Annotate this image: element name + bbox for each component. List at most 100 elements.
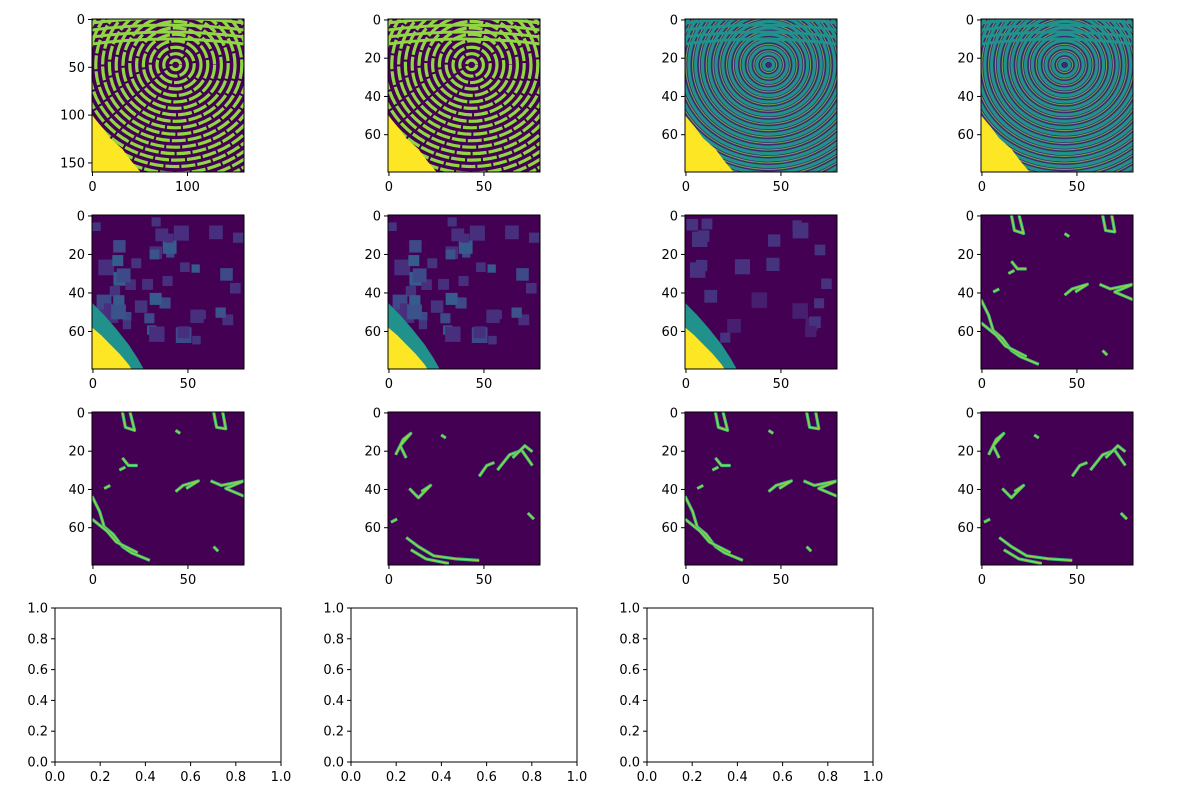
y-tick-label: 0.8 <box>27 632 48 647</box>
ridge-line <box>388 114 540 162</box>
ridge-line <box>141 32 210 98</box>
ridge-line <box>707 19 830 123</box>
edge-line-core <box>210 480 244 497</box>
edge-line-core <box>1120 512 1128 520</box>
image-block <box>407 304 422 320</box>
subplot-13: 0.0 0.2 0.4 0.6 0.8 1.0 0.0 0.2 0.4 0.6 0.8 1.0 <box>27 602 291 786</box>
background-region <box>685 327 725 369</box>
y-tick-label: 20 <box>364 248 381 263</box>
ridge-highlight <box>994 19 1133 132</box>
ridge-line <box>981 19 1133 149</box>
ridge-arch <box>981 30 1133 39</box>
background-region <box>388 327 428 369</box>
image-block <box>427 258 438 269</box>
background-region <box>388 115 437 172</box>
axes-frame <box>91 214 245 370</box>
image-block <box>394 259 411 276</box>
ridge-line <box>1044 45 1085 85</box>
heatmap-image <box>388 215 540 369</box>
y-tick-label: 20 <box>68 248 85 263</box>
ridge-line <box>685 125 837 169</box>
ridge-line <box>168 58 183 72</box>
x-tick-label: 50 <box>773 180 790 195</box>
image-block <box>458 275 469 286</box>
ridge-line <box>1017 19 1112 111</box>
axes-frame <box>91 411 245 566</box>
edge-line-core <box>685 518 731 554</box>
y-tick-label: 0 <box>670 13 678 28</box>
x-tick-label: 50 <box>180 573 197 588</box>
ridge-line <box>981 19 1133 156</box>
image-block <box>191 264 200 273</box>
subplot-10: 0 50 0 20 40 60 <box>364 406 541 588</box>
image-block <box>511 307 522 318</box>
edge-line-core <box>119 466 126 471</box>
image-block <box>149 326 165 342</box>
image-block <box>134 300 148 313</box>
x-tick-label: 50 <box>1069 377 1086 392</box>
edge-line-core <box>685 495 744 562</box>
ridge-arch <box>388 37 540 46</box>
ridge-line <box>1057 58 1072 72</box>
ridge-arch <box>388 19 540 25</box>
x-tick-label: 0 <box>89 573 97 588</box>
subplot-11: 0 50 0 20 40 60 <box>661 406 838 588</box>
image-block <box>476 262 486 272</box>
image-block <box>92 222 101 231</box>
y-tick-label: 0 <box>670 406 678 421</box>
ridge-arch <box>685 19 837 25</box>
background-region <box>92 115 141 172</box>
edge-line-core <box>1003 549 1042 565</box>
x-tick-label: 0.6 <box>180 770 201 785</box>
edge-line-core <box>121 412 136 432</box>
edge-line-core <box>1064 232 1070 238</box>
image-block <box>440 313 451 324</box>
background-region <box>685 115 734 172</box>
x-tick-label: 50 <box>476 377 493 392</box>
y-tick-label: 50 <box>68 61 85 76</box>
image-block <box>144 313 155 324</box>
image-block <box>112 255 124 267</box>
subplot-3: 0 50 0 20 40 60 <box>661 13 838 195</box>
x-tick-label: 50 <box>476 573 493 588</box>
y-tick-label: 0 <box>373 209 381 224</box>
x-tick-label: 50 <box>773 573 790 588</box>
y-tick-label: 60 <box>661 325 678 340</box>
y-tick-label: 0.8 <box>323 632 344 647</box>
image-block <box>809 316 821 329</box>
ridge-line <box>981 125 1133 169</box>
background-region <box>981 115 1030 172</box>
subplot-12: 0 50 0 20 40 60 <box>957 406 1134 588</box>
y-tick-label: 40 <box>364 90 381 105</box>
ridge-highlight <box>685 19 837 145</box>
ridge-line <box>114 19 237 123</box>
y-tick-label: 60 <box>957 128 974 143</box>
x-tick-label: 0.2 <box>386 770 407 785</box>
ridge-arch <box>92 37 244 46</box>
ridge-line <box>148 39 203 91</box>
y-tick-label: 40 <box>364 286 381 301</box>
edge-line-core <box>768 429 774 434</box>
ridge-highlight <box>685 121 837 164</box>
image-block <box>766 257 780 271</box>
axes-frame <box>54 607 282 763</box>
ridge-line <box>1010 19 1119 117</box>
axes-frame <box>91 18 245 173</box>
ridge-line <box>685 114 837 162</box>
y-tick-label: 0 <box>966 13 974 28</box>
heatmap-image <box>92 19 244 172</box>
image-block <box>192 335 201 345</box>
ridge-line <box>685 19 837 156</box>
edge-line-core <box>981 322 1027 358</box>
image-block <box>727 319 741 333</box>
subplot-6: 0 50 0 20 40 60 <box>364 209 541 392</box>
heatmap-image <box>981 412 1133 565</box>
y-tick-label: 0.4 <box>619 694 640 709</box>
ridge-line <box>1003 19 1126 123</box>
axes-frame <box>387 18 541 173</box>
y-tick-label: 0.2 <box>323 725 344 740</box>
x-tick-label: 0.0 <box>45 770 66 785</box>
image-block <box>460 233 470 243</box>
heatmap-image <box>92 412 244 565</box>
subplot-5: 0 50 0 20 40 60 <box>68 209 245 392</box>
